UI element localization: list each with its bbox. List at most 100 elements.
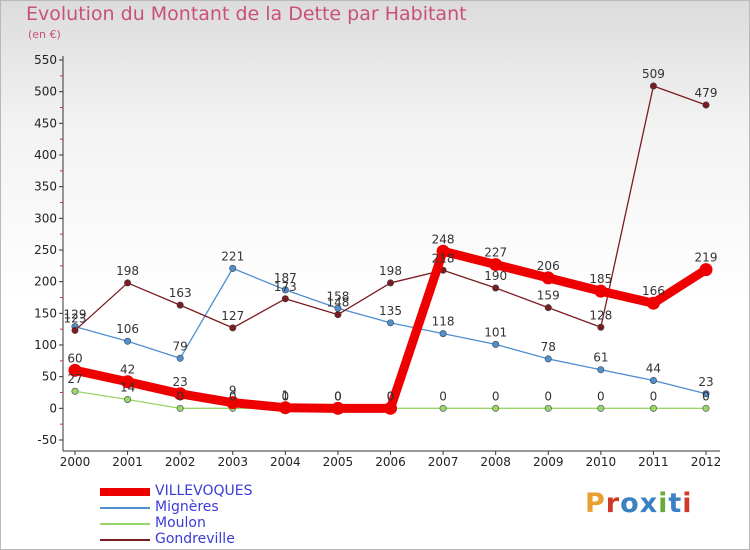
data-point-gondreville — [702, 101, 710, 109]
legend-label: VILLEVOQUES — [155, 483, 253, 499]
data-label-mign-res: 158 — [326, 289, 349, 303]
x-tick-label: 2006 — [375, 455, 406, 469]
data-label-villevoques: 166 — [642, 284, 665, 298]
x-tick-label: 2005 — [323, 455, 354, 469]
y-tick-label: 550 — [34, 53, 57, 67]
data-point-mign-res — [124, 337, 132, 345]
data-label-moulon: 0 — [439, 389, 447, 403]
data-label-gondreville: 163 — [169, 286, 192, 300]
data-label-villevoques: 9 — [229, 384, 237, 398]
data-label-mign-res: 23 — [698, 375, 713, 389]
data-label-moulon: 0 — [229, 389, 237, 403]
chart-axes: -500501001502002503003504004505005502000… — [34, 53, 721, 469]
data-point-gondreville — [386, 279, 394, 287]
y-tick-label: 350 — [34, 180, 57, 194]
data-point-villevoques — [226, 396, 240, 410]
data-label-gondreville: 128 — [589, 308, 612, 322]
data-point-villevoques — [278, 401, 292, 415]
y-tick-label: 250 — [34, 243, 57, 257]
y-tick-label: 100 — [34, 338, 57, 352]
data-point-villevoques — [699, 263, 713, 277]
data-point-mign-res — [544, 355, 552, 363]
x-tick-label: 2001 — [112, 455, 143, 469]
data-point-villevoques — [594, 284, 608, 298]
data-label-gondreville: 198 — [116, 264, 139, 278]
data-label-moulon: 0 — [176, 389, 184, 403]
x-tick-label: 2003 — [217, 455, 248, 469]
data-label-moulon: 0 — [650, 389, 658, 403]
data-point-villevoques — [489, 258, 503, 272]
data-point-mign-res — [229, 264, 237, 272]
x-tick-label: 2000 — [60, 455, 91, 469]
data-point-gondreville — [124, 279, 132, 287]
x-tick-label: 2004 — [270, 455, 301, 469]
data-label-gondreville: 218 — [432, 251, 455, 265]
data-point-gondreville — [544, 304, 552, 312]
data-point-gondreville — [281, 295, 289, 303]
data-label-villevoques: 248 — [432, 232, 455, 246]
y-tick-label: 50 — [42, 370, 57, 384]
data-label-mign-res: 118 — [432, 315, 455, 329]
data-point-mign-res — [386, 319, 394, 327]
data-label-mign-res: 79 — [173, 339, 188, 353]
data-point-moulon — [702, 404, 710, 412]
data-point-mign-res — [176, 354, 184, 362]
data-point-moulon — [597, 404, 605, 412]
data-label-moulon: 0 — [492, 389, 500, 403]
data-label-mign-res: 106 — [116, 322, 139, 336]
data-point-villevoques — [173, 387, 187, 401]
data-point-villevoques — [121, 375, 135, 389]
y-tick-label: -50 — [37, 433, 57, 447]
data-point-villevoques — [436, 244, 450, 258]
data-label-villevoques: 219 — [695, 251, 718, 265]
legend-label: Gondreville — [155, 531, 235, 547]
data-label-villevoques: 60 — [67, 351, 82, 365]
data-label-gondreville: 509 — [642, 67, 665, 81]
data-point-mign-res — [597, 366, 605, 374]
data-label-moulon: 0 — [544, 389, 552, 403]
legend-label: Mignères — [155, 499, 219, 515]
data-label-mign-res: 78 — [541, 340, 556, 354]
data-label-mign-res: 129 — [64, 308, 87, 322]
data-label-mign-res: 61 — [593, 351, 608, 365]
data-point-villevoques — [541, 271, 555, 285]
data-point-moulon — [544, 404, 552, 412]
data-point-villevoques — [646, 296, 660, 310]
data-point-mign-res — [492, 340, 500, 348]
data-label-mign-res: 101 — [484, 325, 507, 339]
data-label-moulon: 0 — [702, 389, 710, 403]
data-label-villevoques: 42 — [120, 363, 135, 377]
chart-title: Evolution du Montant de la Dette par Hab… — [26, 3, 467, 25]
y-tick-label: 400 — [34, 148, 57, 162]
data-label-moulon: 27 — [67, 372, 82, 386]
data-label-moulon: 0 — [597, 389, 605, 403]
data-label-mign-res: 187 — [274, 271, 297, 285]
data-point-villevoques — [68, 363, 82, 377]
chart-data-labels: 1231981631271731481982181901591285094791… — [64, 67, 718, 403]
data-label-villevoques: 0 — [334, 389, 342, 403]
legend-swatch — [100, 539, 150, 541]
data-label-gondreville: 123 — [64, 311, 87, 325]
data-point-gondreville — [334, 311, 342, 319]
data-point-moulon — [71, 387, 79, 395]
legend-item: Moulon — [100, 515, 320, 532]
chart-series — [68, 82, 713, 415]
logo-letter: r — [605, 488, 621, 519]
x-tick-label: 2011 — [638, 455, 669, 469]
legend-item: Gondreville — [100, 531, 320, 548]
x-tick-label: 2008 — [480, 455, 511, 469]
legend-item: VILLEVOQUES — [100, 483, 320, 500]
data-point-moulon — [124, 395, 132, 403]
logo-letter: P — [585, 488, 606, 519]
data-point-villevoques — [331, 401, 345, 415]
data-label-moulon: 14 — [120, 380, 135, 394]
x-tick-label: 2010 — [586, 455, 617, 469]
y-tick-label: 500 — [34, 85, 57, 99]
legend-swatch — [100, 488, 150, 496]
logo-letter: i — [682, 488, 693, 519]
data-point-moulon — [649, 404, 657, 412]
data-label-gondreville: 479 — [695, 86, 718, 100]
data-label-villevoques: 0 — [387, 389, 395, 403]
data-point-mign-res — [439, 330, 447, 338]
